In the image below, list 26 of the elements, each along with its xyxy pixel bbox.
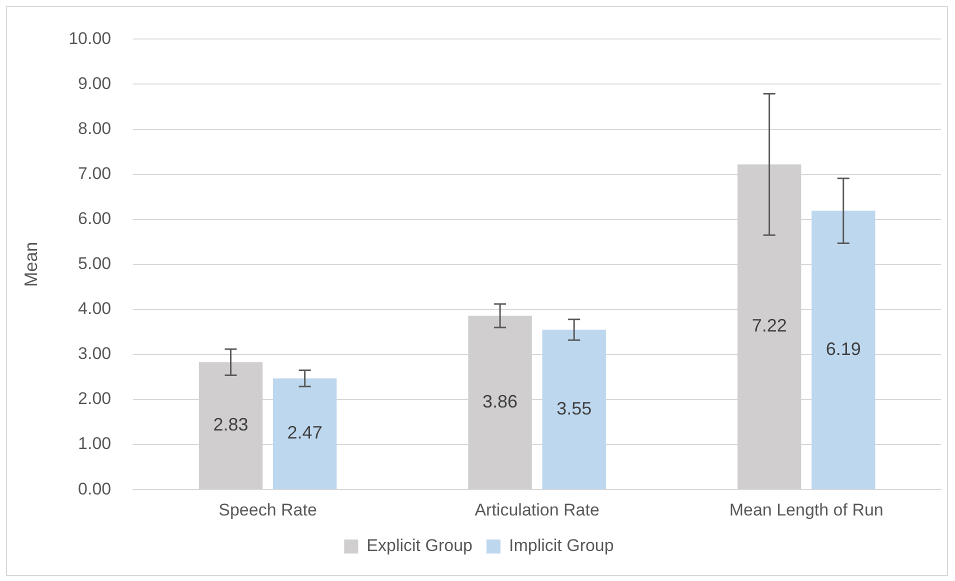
x-tick-label: Articulation Rate — [474, 500, 600, 520]
y-axis-title: Mean — [20, 242, 41, 287]
y-tick-label: 9.00 — [78, 74, 112, 93]
x-tick-label: Mean Length of Run — [729, 500, 884, 520]
y-tick-label: 6.00 — [78, 209, 112, 228]
x-tick-label: Speech Rate — [218, 500, 317, 520]
data-label: 2.83 — [213, 414, 248, 435]
data-label: 7.22 — [752, 316, 787, 336]
y-tick-label: 3.00 — [78, 344, 112, 364]
data-label: 3.86 — [482, 391, 518, 412]
y-tick-label: 7.00 — [78, 164, 112, 184]
y-tick-label: 10.00 — [68, 28, 112, 48]
y-tick-label: 5.00 — [78, 254, 112, 274]
bar — [542, 330, 606, 490]
data-label: 3.55 — [556, 398, 592, 418]
data-label: 6.19 — [826, 338, 861, 359]
bar — [812, 210, 876, 490]
legend-label: Explicit Group — [366, 536, 472, 556]
data-label: 2.47 — [287, 422, 322, 443]
bar — [272, 378, 337, 490]
y-tick-label: 0.00 — [78, 479, 112, 498]
y-tick-label: 8.00 — [78, 118, 112, 138]
y-tick-label: 2.00 — [78, 389, 112, 408]
y-tick-label: 4.00 — [78, 299, 112, 318]
legend-label: Implicit Group — [508, 536, 614, 556]
y-tick-label: 1.00 — [78, 434, 112, 454]
